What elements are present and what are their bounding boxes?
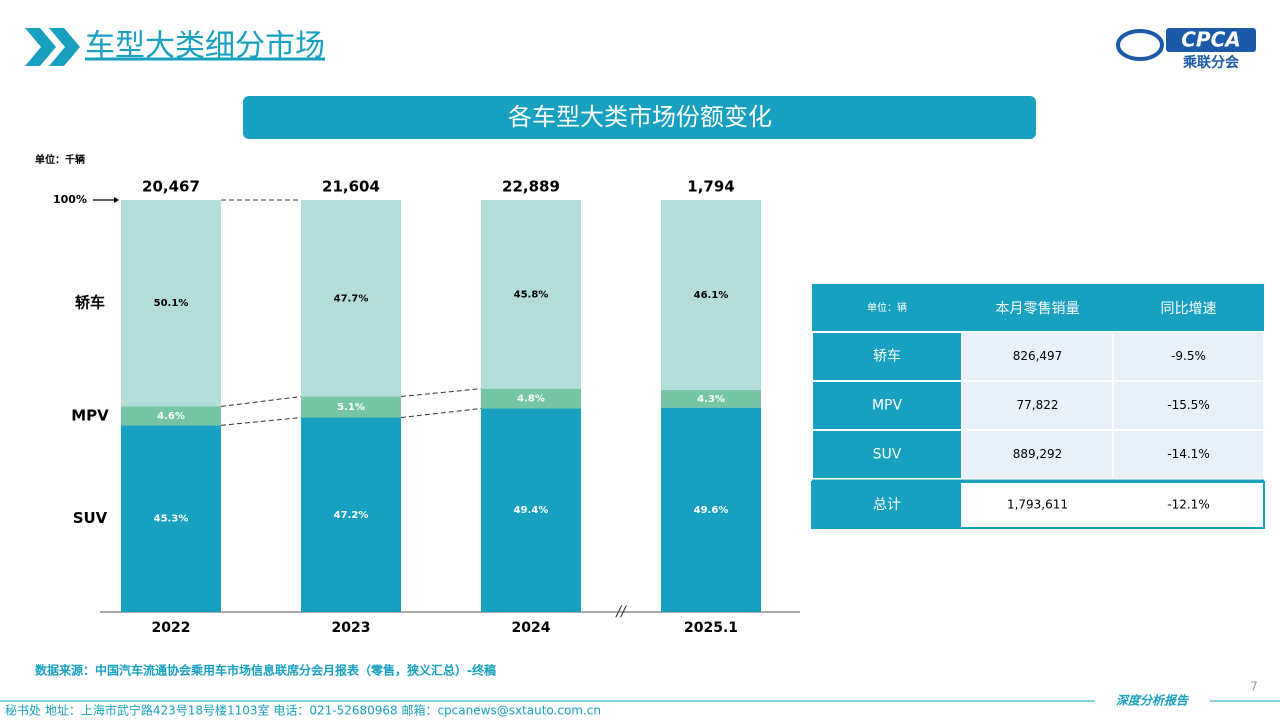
unit-label: 单位：千辆 [35, 153, 85, 166]
data-label: 46.1% [694, 290, 729, 301]
cell [961, 331, 1114, 382]
total-label: 21,604 [322, 178, 380, 196]
cell-text: 889,292 [1013, 447, 1063, 461]
chart-banner [243, 96, 1036, 139]
bar-segment [301, 417, 401, 612]
column-header: 本月零售销量 [996, 301, 1080, 317]
x-tick-label: 2023 [332, 620, 371, 636]
y-tick-label: 100% [53, 193, 87, 206]
page-number: 7 [1250, 680, 1258, 694]
cell-text: 轿车 [873, 348, 901, 365]
data-label: 45.3% [154, 514, 189, 525]
data-label: 4.6% [157, 411, 185, 422]
connector [220, 417, 302, 426]
logo-sub: 乘联分会 [1182, 54, 1240, 71]
cell [811, 380, 963, 431]
cell-text: 826,497 [1013, 349, 1063, 363]
cell-text: -9.5% [1171, 349, 1206, 363]
data-label: 50.1% [154, 298, 189, 309]
total-label: 1,794 [687, 178, 734, 196]
cell-text: MPV [872, 398, 903, 414]
cell [1112, 380, 1265, 431]
series-label: 轿车 [75, 294, 105, 312]
bar-segment [301, 396, 401, 418]
axis-break: // [614, 604, 627, 620]
bar-segment [481, 200, 581, 389]
connector [400, 407, 482, 419]
data-label: 49.4% [514, 505, 549, 516]
chart-title: 各车型大类市场份额变化 [508, 103, 772, 131]
bar-segment [481, 388, 581, 409]
series-label: MPV [71, 406, 109, 424]
address: 秘书处 地址：上海市武宁路423号18号楼1103室 电话：021-526809… [5, 703, 601, 718]
connector [400, 388, 482, 398]
chevrons [25, 28, 80, 66]
cell-text: -15.5% [1167, 398, 1209, 412]
column-header: 同比增速 [1161, 301, 1217, 317]
slide-title: 车型大类细分市场 [85, 29, 325, 64]
bar-segment [661, 200, 761, 390]
logo-box [1166, 28, 1256, 52]
cell-text: -14.1% [1167, 447, 1209, 461]
cell-text: SUV [873, 447, 902, 463]
bar-segment [301, 200, 401, 397]
cell-text: 总计 [873, 497, 901, 513]
x-tick-label: 2022 [152, 620, 191, 636]
data-label: 5.1% [337, 402, 365, 413]
data-label: 4.3% [697, 394, 725, 405]
series-label: SUV [73, 509, 108, 527]
bar-segment [121, 425, 221, 612]
cell-text: -12.1% [1167, 498, 1209, 512]
header-cell [812, 284, 1264, 332]
logo-text: CPCA [1181, 28, 1241, 52]
bar-segment [481, 408, 581, 612]
bar-segment [121, 200, 221, 407]
arrow-head [114, 197, 119, 203]
report-label: 深度分析报告 [1116, 694, 1190, 708]
total-label: 22,889 [502, 178, 560, 196]
total-label: 20,467 [142, 178, 200, 196]
bar-segment [121, 406, 221, 426]
plot: // 100% 45.3% SUV 47.2% 49.4% 49.6% 4.6% MPV 5.1%… [53, 178, 800, 636]
x-tick-label: 2025.1 [684, 620, 738, 636]
cell-text: 77,822 [1017, 398, 1059, 412]
connector [220, 396, 302, 407]
total-border [811, 481, 1265, 529]
cell-text: 1,793,611 [1007, 498, 1068, 512]
data-label: 45.8% [514, 289, 549, 300]
data-label: 49.6% [694, 505, 729, 516]
bar-segment [661, 389, 761, 408]
data-label: 47.2% [334, 510, 369, 521]
header-note: 单位：辆 [867, 301, 907, 314]
data-label: 47.7% [334, 293, 369, 304]
logo-mark [1116, 29, 1164, 61]
x-tick-label: 2024 [512, 620, 551, 636]
cell [961, 380, 1114, 431]
bar-segment [661, 407, 761, 612]
cell [1112, 429, 1265, 480]
source: 数据来源：中国汽车流通协会乘用车市场信息联席分会月报表（零售，狭义汇总）-终稿 [35, 663, 496, 678]
data-label: 4.8% [517, 394, 545, 405]
